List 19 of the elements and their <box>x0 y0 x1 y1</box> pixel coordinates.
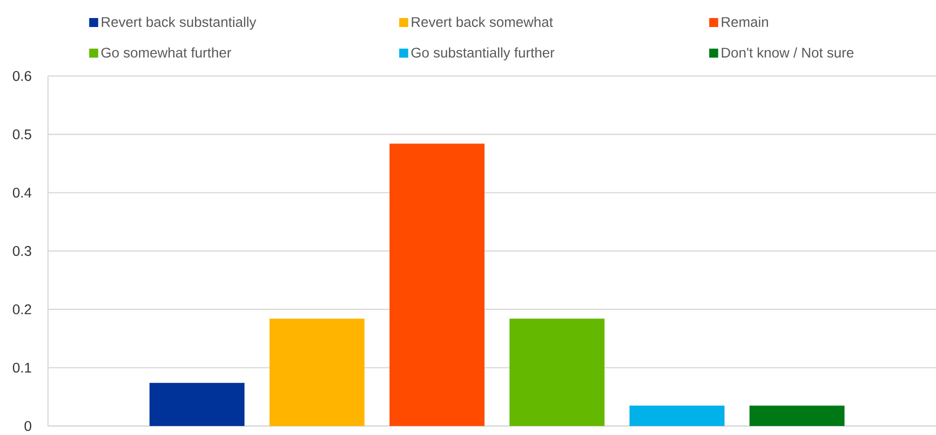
bar <box>270 318 365 426</box>
bar <box>510 318 605 426</box>
y-tick-label: 0.4 <box>12 188 32 198</box>
legend-label: Go somewhat further <box>101 47 232 58</box>
legend-label: Remain <box>722 16 768 27</box>
y-tick-label: 0.6 <box>12 71 32 81</box>
bar <box>150 382 244 426</box>
bar <box>390 144 485 426</box>
y-tick-label: 0.2 <box>12 304 32 314</box>
legend-label: Don't know / Not sure <box>722 47 854 58</box>
legend-label: Revert back somewhat <box>412 16 553 27</box>
y-tick-label: 0.1 <box>12 362 32 373</box>
bar <box>750 406 845 426</box>
y-tick-label: 0.5 <box>12 129 32 140</box>
legend-label: Revert back substantially <box>102 16 256 30</box>
legend-label: Go substantially further <box>411 47 554 60</box>
y-tick-label: 0 <box>24 421 32 431</box>
bar <box>630 406 725 426</box>
y-tick-label: 0.3 <box>12 246 32 256</box>
